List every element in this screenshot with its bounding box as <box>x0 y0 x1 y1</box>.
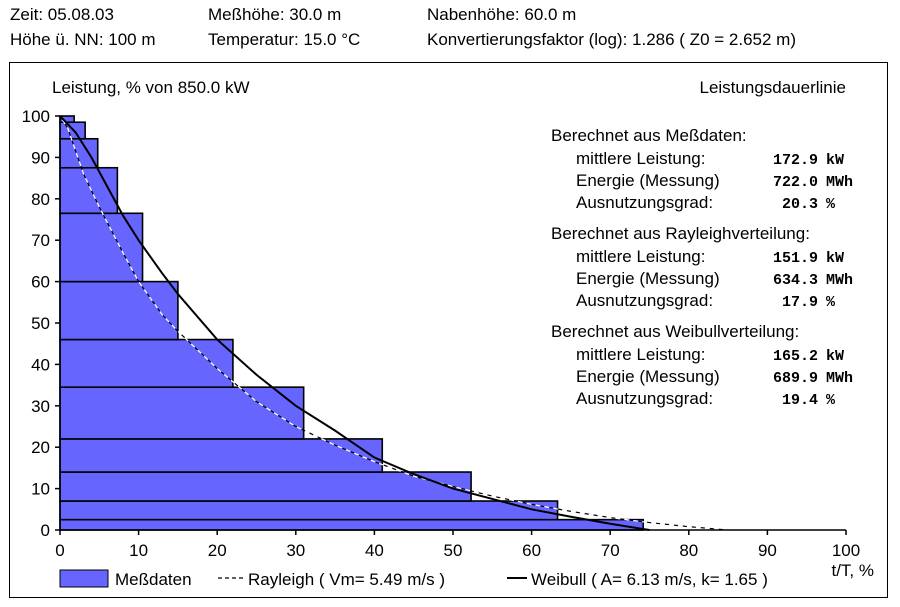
x-tick-label-8: 80 <box>679 541 698 560</box>
x-tick-label-4: 40 <box>365 541 384 560</box>
stats-unit-1-0: kW <box>826 250 844 267</box>
legend-label-rayleigh: Rayleigh ( Vm= 5.49 m/s ) <box>248 570 445 589</box>
bar-6 <box>59 280 179 341</box>
stats-label-1-0: mittlere Leistung: <box>576 247 705 266</box>
bar-7 <box>59 212 144 283</box>
bar-0 <box>59 518 645 531</box>
x-tick-label-0: 0 <box>55 541 64 560</box>
legend-label-messdaten: Meßdaten <box>115 570 192 589</box>
stats-heading-2: Berechnet aus Weibullverteilung: <box>551 322 799 341</box>
y-tick-label-5: 50 <box>31 314 50 333</box>
stats-label-2-2: Ausnutzungsgrad: <box>576 389 713 408</box>
stats-label-2-0: mittlere Leistung: <box>576 345 705 364</box>
stats-value-2-1: 689.9 <box>773 370 818 387</box>
stats-unit-1-2: % <box>826 294 836 311</box>
x-tick-label-6: 60 <box>522 541 541 560</box>
bar-2 <box>59 471 472 502</box>
legend-label-weibull: Weibull ( A= 6.13 m/s, k= 1.65 ) <box>531 570 768 589</box>
stats-heading-0: Berechnet aus Meßdaten: <box>551 126 747 145</box>
stats-value-1-1: 634.3 <box>773 272 818 289</box>
x-tick-label-9: 90 <box>758 541 777 560</box>
bar-8 <box>59 166 119 215</box>
stats-heading-1: Berechnet aus Rayleighverteilung: <box>551 224 810 243</box>
bar-3 <box>59 438 384 473</box>
x-tick-label-3: 30 <box>286 541 305 560</box>
rayleigh-curve-light <box>59 115 729 531</box>
legend-swatch-messdaten <box>59 569 109 588</box>
chart-title: Leistungsdauerlinie <box>700 78 847 97</box>
stats-unit-0-0: kW <box>826 152 844 169</box>
x-tick-label-2: 20 <box>208 541 227 560</box>
bar-1 <box>59 500 559 521</box>
stats-unit-0-1: MWh <box>826 174 853 191</box>
stats-unit-2-2: % <box>826 392 836 409</box>
y-tick-label-3: 30 <box>31 397 50 416</box>
stats-value-2-0: 165.2 <box>773 348 818 365</box>
header-temperatur: Temperatur: 15.0 °C <box>208 30 361 49</box>
x-tick-label-10: 100 <box>832 541 860 560</box>
y-tick-label-7: 70 <box>31 231 50 250</box>
stats-value-0-0: 172.9 <box>773 152 818 169</box>
y-tick-label-1: 10 <box>31 480 50 499</box>
y-tick-label-4: 40 <box>31 355 50 374</box>
x-tick-label-7: 70 <box>601 541 620 560</box>
bar-5 <box>59 338 234 388</box>
stats-label-1-2: Ausnutzungsgrad: <box>576 291 713 310</box>
legend: Meßdaten Rayleigh ( Vm= 5.49 m/s ) Weibu… <box>59 569 768 589</box>
y-tick-label-2: 20 <box>31 438 50 457</box>
header-messhoehe: Meßhöhe: 30.0 m <box>208 5 342 24</box>
y-tick-label-6: 60 <box>31 273 50 292</box>
stats-unit-0-2: % <box>826 196 836 213</box>
stats-value-1-0: 151.9 <box>773 250 818 267</box>
stats-label-0-0: mittlere Leistung: <box>576 149 705 168</box>
y-tick-label-0: 0 <box>41 521 50 540</box>
chart-frame <box>9 62 888 598</box>
stats-unit-2-0: kW <box>826 348 844 365</box>
header-hoehe-nn: Höhe ü. NN: 100 m <box>10 30 156 49</box>
stats-label-0-2: Ausnutzungsgrad: <box>576 193 713 212</box>
stats-value-0-1: 722.0 <box>773 174 818 191</box>
x-tick-label-1: 10 <box>129 541 148 560</box>
stats-label-1-1: Energie (Messung) <box>576 269 720 288</box>
y-tick-label-10: 100 <box>22 107 50 126</box>
y-axis-label: Leistung, % von 850.0 kW <box>52 78 250 97</box>
x-axis-label: t/T, % <box>831 561 874 580</box>
bar-9 <box>59 137 99 169</box>
stats-value-1-2: 17.9 <box>782 294 818 311</box>
header-zeit: Zeit: 05.08.03 <box>10 5 114 24</box>
bar-4 <box>59 386 305 440</box>
header-nabenhoehe: Nabenhöhe: 60.0 m <box>427 5 577 24</box>
stats-label-2-1: Energie (Messung) <box>576 367 720 386</box>
stats-unit-1-1: MWh <box>826 272 853 289</box>
stats-value-0-2: 20.3 <box>782 196 818 213</box>
weibull-curve <box>59 115 650 531</box>
y-tick-label-9: 90 <box>31 148 50 167</box>
stats-unit-2-1: MWh <box>826 370 853 387</box>
stats-label-0-1: Energie (Messung) <box>576 171 720 190</box>
header-konvertierungsfaktor: Konvertierungsfaktor (log): 1.286 ( Z0 =… <box>427 30 796 49</box>
y-tick-label-8: 80 <box>31 190 50 209</box>
x-tick-label-5: 50 <box>444 541 463 560</box>
stats-value-2-2: 19.4 <box>782 392 818 409</box>
